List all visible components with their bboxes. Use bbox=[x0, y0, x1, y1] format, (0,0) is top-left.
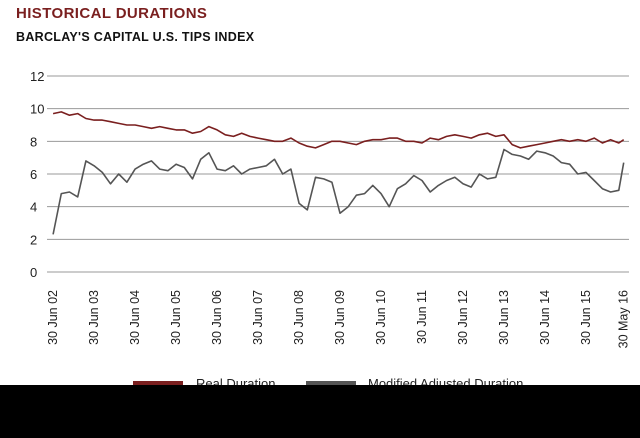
x-tick-label: 30 May 16 bbox=[617, 290, 631, 348]
x-tick-label: 30 Jun 07 bbox=[251, 290, 265, 345]
y-tick-label-6: 6 bbox=[30, 167, 37, 182]
x-tick-label: 30 Jun 08 bbox=[292, 290, 306, 345]
x-tick-label: 30 Jun 03 bbox=[87, 290, 101, 345]
y-tick-label-2: 2 bbox=[30, 232, 37, 247]
y-tick-label-4: 4 bbox=[30, 200, 37, 215]
x-tick-label: 30 Jun 11 bbox=[415, 290, 429, 344]
x-axis-tick-labels: 30 Jun 02 30 Jun 03 30 Jun 04 30 Jun 05 30 J… bbox=[46, 290, 631, 348]
x-tick-label: 30 Jun 02 bbox=[46, 290, 60, 345]
chart-canvas: HISTORICAL DURATIONS BARCLAY'S CAPITAL U… bbox=[0, 0, 640, 385]
y-tick-label-10: 10 bbox=[30, 102, 44, 117]
series-lines bbox=[52, 111, 625, 235]
x-tick-label: 30 Jun 12 bbox=[456, 290, 470, 345]
x-tick-label: 30 Jun 13 bbox=[497, 290, 511, 345]
y-axis-tick-labels: 0 2 4 6 8 10 12 bbox=[30, 69, 44, 280]
modified-adjusted-duration-line bbox=[52, 148, 625, 235]
x-tick-label: 30 Jun 06 bbox=[210, 290, 224, 345]
grid-lines bbox=[47, 75, 629, 273]
y-tick-label-8: 8 bbox=[30, 134, 37, 149]
y-tick-label-12: 12 bbox=[30, 69, 44, 84]
chart-subtitle: BARCLAY'S CAPITAL U.S. TIPS INDEX bbox=[16, 30, 255, 44]
legend-label-real: Real Duration bbox=[196, 376, 276, 385]
x-tick-label: 30 Jun 05 bbox=[169, 290, 183, 345]
legend-swatch-real bbox=[133, 381, 183, 385]
legend: Real Duration Modified Adjusted Duration bbox=[133, 376, 523, 385]
x-tick-label: 30 Jun 10 bbox=[374, 290, 388, 345]
x-tick-label: 30 Jun 14 bbox=[538, 290, 552, 345]
black-bottom-bar bbox=[0, 385, 640, 438]
legend-label-modified: Modified Adjusted Duration bbox=[368, 376, 523, 385]
page-title: HISTORICAL DURATIONS bbox=[16, 5, 208, 22]
real-duration-line bbox=[52, 111, 625, 149]
y-tick-label-0: 0 bbox=[30, 265, 37, 280]
legend-swatch-modified bbox=[306, 381, 356, 385]
x-tick-label: 30 Jun 04 bbox=[128, 290, 142, 345]
x-tick-label: 30 Jun 09 bbox=[333, 290, 347, 345]
x-tick-label: 30 Jun 15 bbox=[579, 290, 593, 345]
